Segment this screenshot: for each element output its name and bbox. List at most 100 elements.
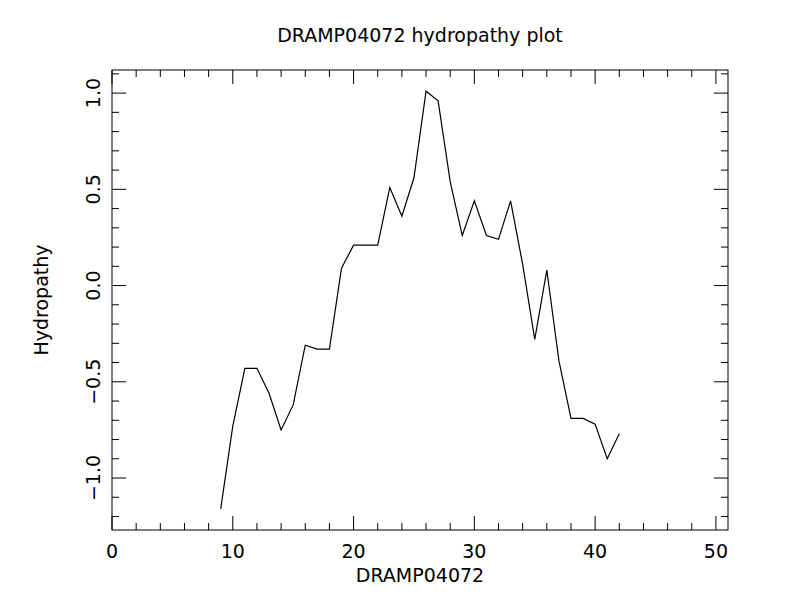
x-minor-tick [570, 70, 571, 77]
y-minor-tick [112, 208, 119, 209]
y-minor-tick [721, 227, 728, 228]
series-group [221, 91, 620, 509]
x-minor-tick [329, 70, 330, 77]
x-minor-tick [136, 523, 137, 530]
x-minor-tick [401, 70, 402, 77]
x-minor-tick [691, 70, 692, 77]
y-axis-label: Hydropathy [30, 244, 52, 355]
y-minor-tick [721, 458, 728, 459]
y-tick-label: 1.0 [82, 78, 104, 108]
y-minor-tick [721, 266, 728, 267]
x-minor-tick [498, 70, 499, 77]
y-minor-tick [721, 150, 728, 151]
y-minor-tick [721, 208, 728, 209]
x-minor-tick [377, 70, 378, 77]
x-minor-tick [691, 523, 692, 530]
x-minor-tick [667, 70, 668, 77]
y-minor-tick [721, 73, 728, 74]
x-tick-label: 20 [341, 540, 365, 562]
x-minor-tick [281, 70, 282, 77]
x-minor-tick [498, 523, 499, 530]
plot-frame [112, 70, 728, 530]
x-minor-tick [377, 523, 378, 530]
x-minor-tick [522, 70, 523, 77]
y-tick [112, 189, 126, 190]
y-minor-tick [112, 420, 119, 421]
x-tick-top [595, 70, 596, 84]
y-minor-tick [721, 401, 728, 402]
x-tick-label: 40 [583, 540, 607, 562]
y-minor-tick [721, 112, 728, 113]
x-minor-tick [426, 70, 427, 77]
x-minor-tick [136, 70, 137, 77]
y-minor-tick [721, 497, 728, 498]
y-tick-label: −1.0 [82, 455, 104, 501]
y-minor-tick [721, 170, 728, 171]
x-minor-tick [160, 70, 161, 77]
x-minor-tick [450, 70, 451, 77]
x-tick [595, 516, 596, 530]
y-minor-tick [112, 304, 119, 305]
y-tick [112, 381, 126, 382]
x-axis-label: DRAMP04072 [356, 564, 484, 586]
y-minor-tick [721, 516, 728, 517]
x-minor-tick [643, 523, 644, 530]
y-tick [112, 285, 126, 286]
x-minor-tick [256, 523, 257, 530]
y-minor-tick [112, 516, 119, 517]
x-minor-tick [546, 70, 547, 77]
y-minor-tick [721, 247, 728, 248]
x-tick-top [353, 70, 354, 84]
x-tick-label: 10 [221, 540, 245, 562]
x-minor-tick [329, 523, 330, 530]
y-minor-tick [112, 497, 119, 498]
x-minor-tick [426, 523, 427, 530]
y-minor-tick [112, 170, 119, 171]
x-minor-tick [522, 523, 523, 530]
x-tick [112, 516, 113, 530]
x-minor-tick [208, 70, 209, 77]
y-minor-tick [112, 343, 119, 344]
y-minor-tick [112, 266, 119, 267]
x-tick-label: 30 [462, 540, 486, 562]
x-minor-tick [570, 523, 571, 530]
y-minor-tick [112, 401, 119, 402]
y-minor-tick [112, 73, 119, 74]
x-tick-label: 0 [106, 540, 118, 562]
y-minor-tick [112, 458, 119, 459]
y-minor-tick [721, 304, 728, 305]
x-minor-tick [256, 70, 257, 77]
x-tick [232, 516, 233, 530]
y-minor-tick [721, 131, 728, 132]
y-tick-right [714, 381, 728, 382]
x-minor-tick [643, 70, 644, 77]
y-tick-right [714, 285, 728, 286]
y-minor-tick [112, 112, 119, 113]
y-tick-right [714, 478, 728, 479]
y-minor-tick [721, 343, 728, 344]
y-tick-right [714, 189, 728, 190]
y-minor-tick [112, 362, 119, 363]
y-tick [112, 478, 126, 479]
x-minor-tick [667, 523, 668, 530]
y-tick [112, 93, 126, 94]
x-minor-tick [281, 523, 282, 530]
x-minor-tick [305, 523, 306, 530]
x-minor-tick [184, 70, 185, 77]
chart: 01020304050−1.0−0.50.00.51.0DRAMP04072 h… [0, 0, 800, 600]
y-minor-tick [721, 362, 728, 363]
y-minor-tick [112, 439, 119, 440]
y-minor-tick [112, 324, 119, 325]
x-minor-tick [546, 523, 547, 530]
x-minor-tick [184, 523, 185, 530]
x-minor-tick [450, 523, 451, 530]
x-tick-label: 50 [704, 540, 728, 562]
y-tick-right [714, 93, 728, 94]
x-tick-top [474, 70, 475, 84]
x-minor-tick [619, 70, 620, 77]
y-minor-tick [721, 420, 728, 421]
hydropathy-line [221, 91, 620, 509]
x-minor-tick [160, 523, 161, 530]
x-tick-top [112, 70, 113, 84]
y-minor-tick [112, 131, 119, 132]
